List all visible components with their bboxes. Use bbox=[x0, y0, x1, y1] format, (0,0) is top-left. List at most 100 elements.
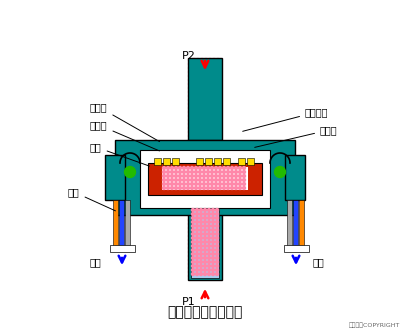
Circle shape bbox=[189, 255, 192, 258]
Circle shape bbox=[205, 182, 208, 185]
Circle shape bbox=[217, 270, 219, 273]
Circle shape bbox=[205, 107, 208, 110]
Circle shape bbox=[189, 115, 192, 118]
Circle shape bbox=[212, 186, 215, 190]
Circle shape bbox=[192, 67, 196, 70]
Circle shape bbox=[217, 214, 219, 217]
Circle shape bbox=[217, 178, 219, 181]
Circle shape bbox=[208, 170, 212, 173]
Circle shape bbox=[196, 170, 199, 173]
Circle shape bbox=[125, 166, 136, 177]
Bar bbox=[223, 158, 230, 165]
Circle shape bbox=[205, 211, 208, 213]
Circle shape bbox=[226, 166, 229, 169]
Circle shape bbox=[205, 78, 208, 81]
Circle shape bbox=[196, 182, 199, 185]
Circle shape bbox=[208, 272, 210, 275]
Circle shape bbox=[192, 63, 196, 66]
Circle shape bbox=[222, 166, 226, 169]
Circle shape bbox=[192, 163, 196, 166]
Circle shape bbox=[189, 159, 192, 162]
Circle shape bbox=[208, 122, 212, 125]
Circle shape bbox=[205, 155, 208, 158]
Circle shape bbox=[182, 186, 185, 190]
Circle shape bbox=[217, 86, 219, 89]
Circle shape bbox=[210, 186, 213, 190]
Circle shape bbox=[201, 243, 203, 246]
Circle shape bbox=[192, 224, 194, 227]
Circle shape bbox=[189, 90, 192, 93]
Circle shape bbox=[203, 272, 206, 275]
Circle shape bbox=[208, 78, 212, 81]
Circle shape bbox=[196, 134, 199, 137]
Circle shape bbox=[201, 230, 203, 233]
Circle shape bbox=[201, 203, 203, 206]
Circle shape bbox=[199, 213, 203, 215]
Circle shape bbox=[217, 103, 219, 106]
Circle shape bbox=[226, 170, 229, 173]
Circle shape bbox=[205, 74, 208, 77]
Circle shape bbox=[192, 259, 196, 261]
Circle shape bbox=[210, 166, 213, 169]
Circle shape bbox=[192, 274, 196, 277]
Circle shape bbox=[189, 195, 192, 198]
Circle shape bbox=[208, 178, 212, 181]
Text: 引线: 引线 bbox=[68, 187, 115, 211]
Circle shape bbox=[166, 166, 169, 169]
Circle shape bbox=[201, 126, 203, 129]
Circle shape bbox=[212, 239, 215, 242]
Circle shape bbox=[199, 166, 201, 169]
Circle shape bbox=[231, 170, 233, 173]
Circle shape bbox=[196, 74, 199, 77]
Circle shape bbox=[199, 220, 203, 223]
Circle shape bbox=[217, 74, 219, 77]
Circle shape bbox=[212, 232, 215, 235]
Circle shape bbox=[199, 249, 203, 252]
Circle shape bbox=[205, 143, 208, 146]
Circle shape bbox=[208, 241, 210, 244]
Circle shape bbox=[166, 178, 169, 181]
Circle shape bbox=[208, 251, 212, 254]
Circle shape bbox=[201, 94, 203, 98]
Circle shape bbox=[219, 182, 222, 185]
Circle shape bbox=[201, 130, 203, 133]
Circle shape bbox=[215, 264, 219, 267]
Circle shape bbox=[226, 186, 229, 190]
Circle shape bbox=[201, 274, 203, 277]
Circle shape bbox=[192, 59, 196, 62]
Circle shape bbox=[189, 234, 192, 238]
Circle shape bbox=[205, 159, 208, 162]
Circle shape bbox=[192, 249, 194, 252]
Circle shape bbox=[219, 170, 222, 173]
Circle shape bbox=[212, 126, 215, 129]
Circle shape bbox=[196, 71, 199, 73]
Circle shape bbox=[196, 86, 199, 89]
Circle shape bbox=[192, 94, 196, 98]
Circle shape bbox=[196, 232, 199, 235]
Circle shape bbox=[201, 255, 203, 258]
Circle shape bbox=[196, 103, 199, 106]
Circle shape bbox=[217, 211, 219, 213]
Circle shape bbox=[242, 186, 245, 190]
Circle shape bbox=[192, 243, 196, 246]
Circle shape bbox=[231, 166, 233, 169]
Circle shape bbox=[189, 266, 192, 269]
Circle shape bbox=[189, 67, 192, 70]
Circle shape bbox=[201, 182, 203, 185]
Circle shape bbox=[192, 151, 196, 154]
Circle shape bbox=[206, 174, 210, 177]
Circle shape bbox=[199, 186, 201, 190]
Circle shape bbox=[208, 207, 212, 210]
Circle shape bbox=[201, 151, 203, 154]
Circle shape bbox=[205, 147, 208, 150]
Circle shape bbox=[205, 67, 208, 70]
Circle shape bbox=[217, 243, 219, 246]
Circle shape bbox=[217, 262, 219, 265]
Circle shape bbox=[226, 182, 229, 185]
Circle shape bbox=[199, 228, 203, 231]
Circle shape bbox=[196, 260, 199, 263]
Circle shape bbox=[205, 94, 208, 98]
Circle shape bbox=[219, 178, 222, 181]
Circle shape bbox=[208, 111, 212, 114]
Circle shape bbox=[182, 182, 185, 185]
